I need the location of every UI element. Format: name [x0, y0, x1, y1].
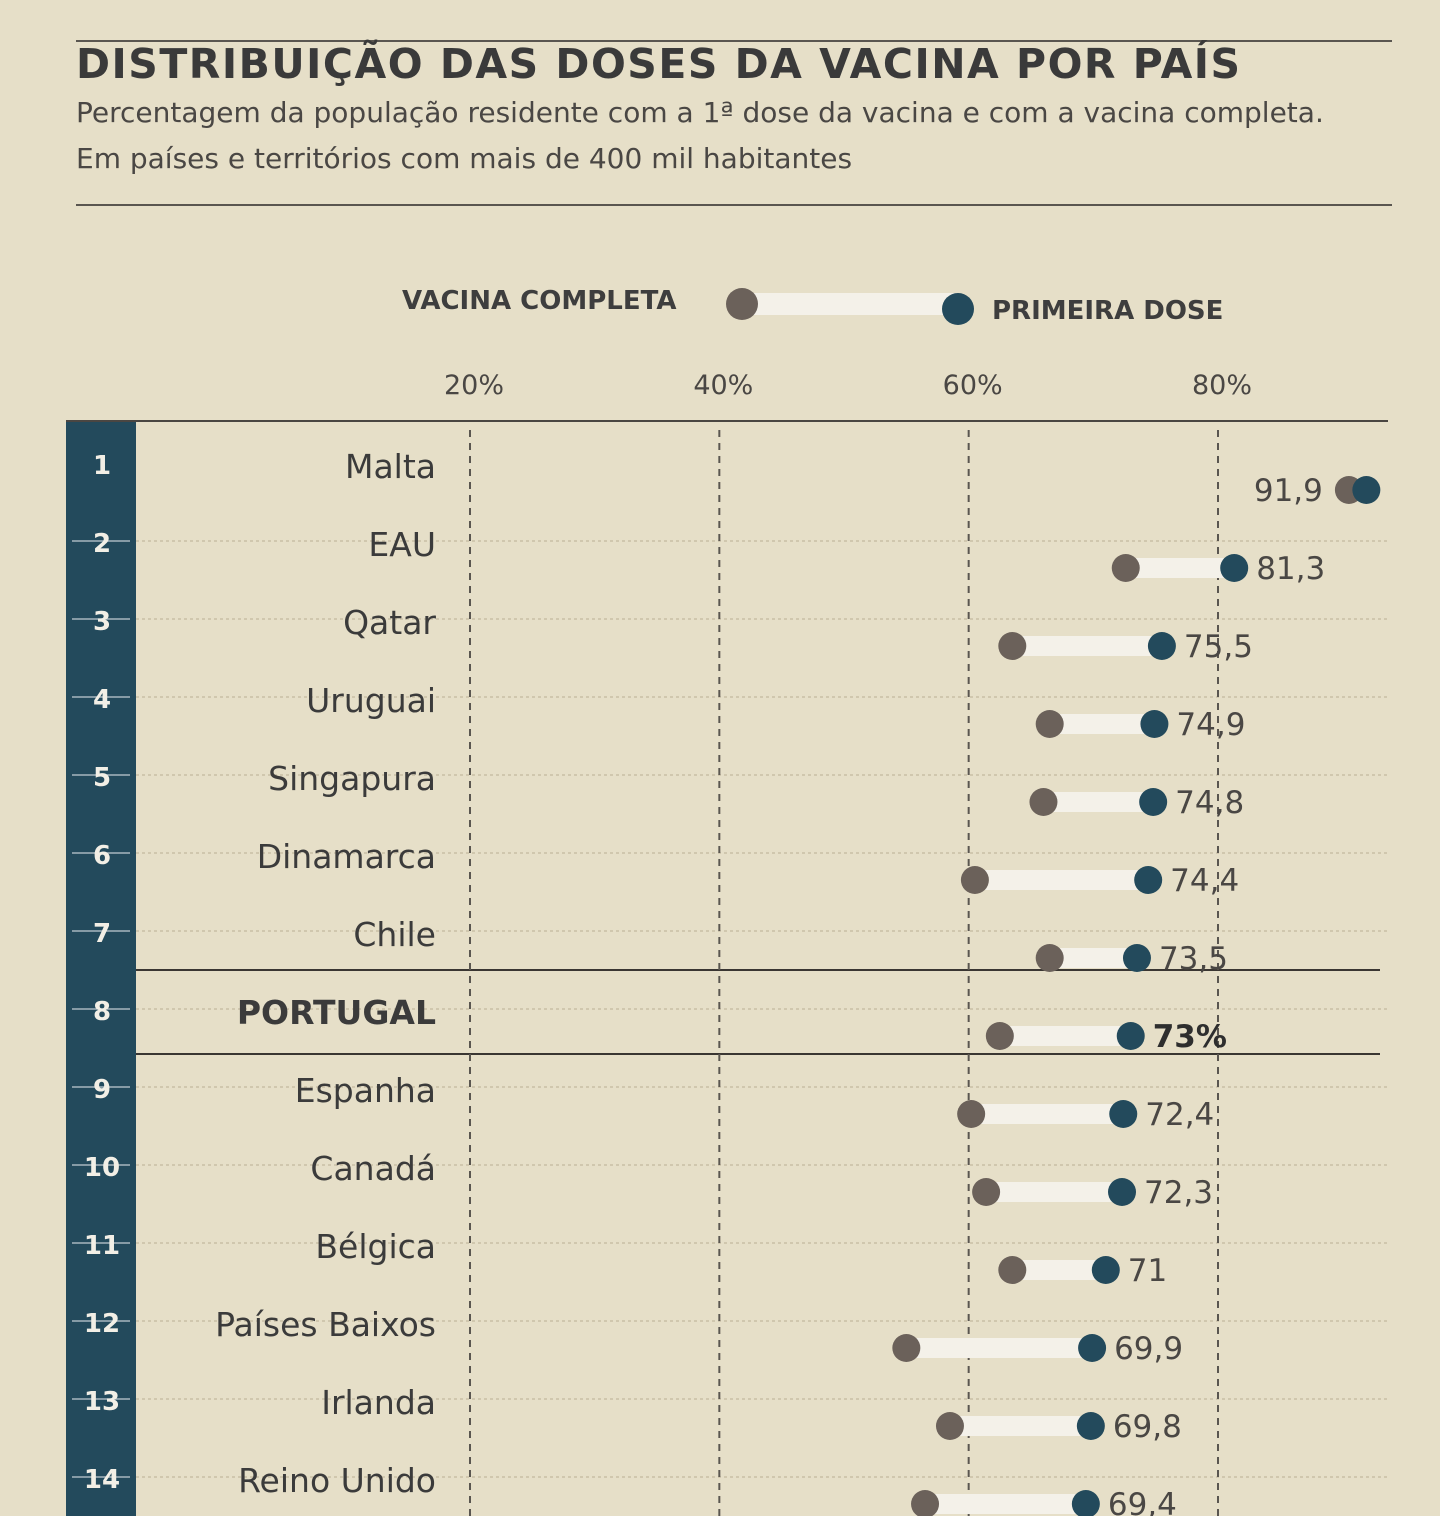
- rank-number: 3: [93, 607, 111, 637]
- dot-complete: [935, 1412, 964, 1440]
- chart-subtitle-line-1: Percentagem da população residente com a…: [76, 96, 1324, 129]
- legend-dot-complete: [726, 288, 758, 320]
- rank-number: 7: [93, 919, 111, 949]
- rank-number: 13: [84, 1387, 120, 1417]
- dot-complete: [1035, 944, 1064, 972]
- dot-complete: [998, 632, 1027, 660]
- country-label: Qatar: [343, 603, 436, 642]
- rank-number: 2: [93, 529, 111, 559]
- dot-first-dose: [1071, 1490, 1100, 1516]
- country-label: Dinamarca: [257, 837, 436, 876]
- chart-subtitle-line-2: Em países e territórios com mais de 400 …: [76, 142, 853, 175]
- legend-label-first: PRIMEIRA DOSE: [992, 296, 1224, 326]
- rank-number: 6: [93, 841, 111, 871]
- dot-complete: [1111, 554, 1140, 582]
- rank-number: 8: [93, 997, 111, 1027]
- rank-number: 4: [93, 685, 111, 715]
- top-rule: [76, 40, 1392, 42]
- country-label: Espanha: [295, 1071, 436, 1110]
- dot-first-dose: [1091, 1256, 1120, 1284]
- value-label: 75,5: [1184, 629, 1253, 665]
- value-label: 72,3: [1144, 1175, 1213, 1211]
- value-label: 71: [1128, 1253, 1167, 1289]
- country-label: PORTUGAL: [237, 993, 436, 1032]
- x-tick-label: 80%: [1192, 370, 1252, 401]
- value-label: 73%: [1153, 1019, 1227, 1055]
- dot-first-dose: [1140, 710, 1169, 738]
- country-label: Irlanda: [321, 1383, 436, 1422]
- value-label: 72,4: [1145, 1097, 1214, 1133]
- dot-first-dose: [1352, 476, 1381, 504]
- dot-complete: [985, 1022, 1014, 1050]
- dot-first-dose: [1220, 554, 1249, 582]
- dot-complete: [960, 866, 989, 894]
- country-label: Bélgica: [315, 1227, 436, 1266]
- dot-complete: [957, 1100, 986, 1128]
- dot-complete: [998, 1256, 1027, 1284]
- legend-connector: [740, 293, 958, 315]
- rank-number: 11: [84, 1231, 120, 1261]
- rank-number: 1: [93, 451, 111, 481]
- dot-first-dose: [1076, 1412, 1105, 1440]
- rank-number: 14: [84, 1465, 120, 1495]
- dot-complete: [911, 1490, 940, 1516]
- rank-number: 10: [84, 1153, 120, 1183]
- dot-first-dose: [1109, 1100, 1138, 1128]
- dot-first-dose: [1139, 788, 1168, 816]
- dot-complete: [1029, 788, 1058, 816]
- dot-first-dose: [1116, 1022, 1145, 1050]
- country-label: Chile: [353, 915, 436, 954]
- subtitle-rule: [76, 204, 1392, 206]
- dot-first-dose: [1108, 1178, 1137, 1206]
- country-label: Canadá: [310, 1149, 436, 1188]
- legend-label-complete: VACINA COMPLETA: [402, 286, 677, 316]
- value-label: 69,4: [1108, 1487, 1177, 1516]
- dot-first-dose: [1078, 1334, 1107, 1362]
- dot-complete: [892, 1334, 921, 1362]
- x-tick-label: 60%: [943, 370, 1003, 401]
- value-label: 74,8: [1175, 785, 1244, 821]
- value-label: 81,3: [1256, 551, 1325, 587]
- x-tick-label: 40%: [693, 370, 753, 401]
- dot-first-dose: [1134, 866, 1163, 894]
- country-label: Uruguai: [306, 681, 436, 720]
- value-label: 69,9: [1114, 1331, 1183, 1367]
- rank-number: 9: [93, 1075, 111, 1105]
- dot-first-dose: [1122, 944, 1151, 972]
- rank-number: 12: [84, 1309, 120, 1339]
- x-tick-label: 20%: [444, 370, 504, 401]
- dot-first-dose: [1147, 632, 1176, 660]
- country-label: Países Baixos: [215, 1305, 436, 1344]
- country-label: Malta: [345, 447, 436, 486]
- value-label: 91,9: [1254, 473, 1323, 509]
- country-label: Singapura: [268, 759, 436, 798]
- rank-band: [66, 420, 136, 1516]
- value-label: 74,9: [1176, 707, 1245, 743]
- legend-dot-first: [942, 293, 974, 325]
- value-label: 74,4: [1170, 863, 1239, 899]
- country-label: EAU: [368, 525, 436, 564]
- chart-title: DISTRIBUIÇÃO DAS DOSES DA VACINA POR PAÍ…: [76, 40, 1242, 88]
- value-label: 73,5: [1159, 941, 1228, 977]
- value-label: 69,8: [1113, 1409, 1182, 1445]
- dot-complete: [1035, 710, 1064, 738]
- country-label: Reino Unido: [238, 1461, 436, 1500]
- dot-complete: [972, 1178, 1001, 1206]
- rank-number: 5: [93, 763, 111, 793]
